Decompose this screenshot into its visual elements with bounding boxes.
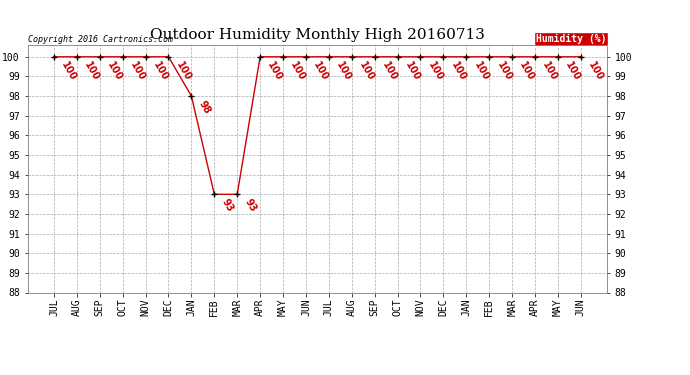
Text: 100: 100 [174, 60, 193, 82]
Text: 100: 100 [518, 60, 536, 82]
Text: 100: 100 [128, 60, 147, 82]
Text: 100: 100 [540, 60, 560, 82]
Text: Humidity (%): Humidity (%) [535, 34, 606, 44]
Text: 100: 100 [311, 60, 331, 82]
Text: 100: 100 [266, 60, 284, 82]
Text: 100: 100 [426, 60, 445, 82]
Text: 93: 93 [220, 197, 235, 214]
Text: 100: 100 [472, 60, 491, 82]
Text: 100: 100 [564, 60, 582, 82]
Text: 100: 100 [288, 60, 307, 82]
Text: 98: 98 [197, 99, 213, 116]
Text: 100: 100 [335, 60, 353, 82]
Title: Outdoor Humidity Monthly High 20160713: Outdoor Humidity Monthly High 20160713 [150, 28, 485, 42]
Text: 93: 93 [243, 197, 258, 214]
Text: 100: 100 [151, 60, 170, 82]
Text: 100: 100 [586, 60, 605, 82]
Text: 100: 100 [380, 60, 399, 82]
Text: 100: 100 [357, 60, 376, 82]
Text: Copyright 2016 Cartronics.com: Copyright 2016 Cartronics.com [28, 35, 173, 44]
Text: 100: 100 [495, 60, 513, 82]
Text: 100: 100 [106, 60, 124, 82]
Text: 100: 100 [82, 60, 101, 82]
Text: 100: 100 [449, 60, 468, 82]
Text: 100: 100 [403, 60, 422, 82]
Text: 100: 100 [59, 60, 78, 82]
